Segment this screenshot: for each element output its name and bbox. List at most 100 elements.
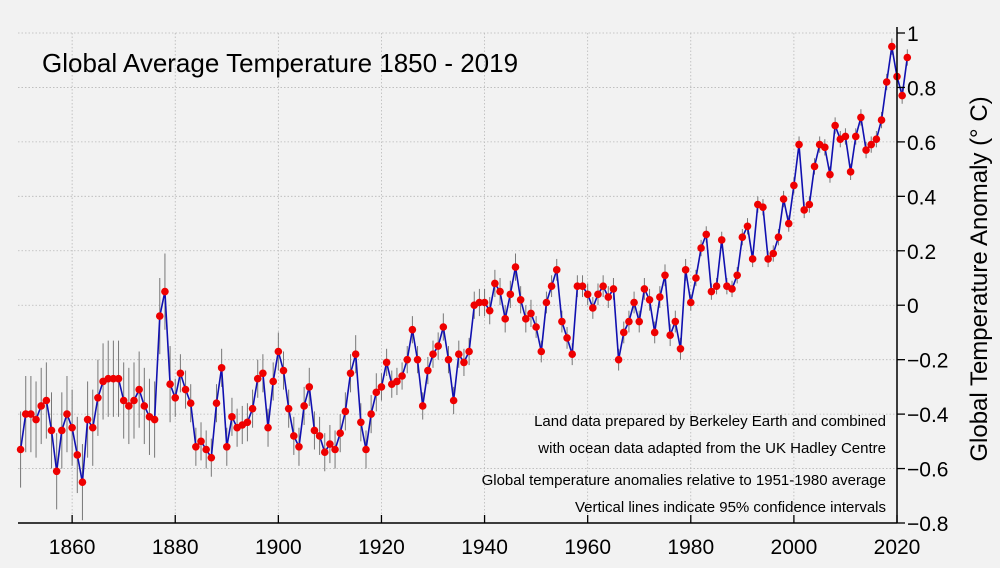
data-point: [537, 347, 546, 356]
data-point: [47, 426, 56, 435]
data-point: [506, 290, 515, 299]
data-point: [357, 418, 365, 427]
data-point: [439, 323, 448, 331]
data-point: [558, 317, 566, 326]
data-point: [712, 282, 721, 290]
data-point: [542, 298, 551, 307]
annotation-line-1: Land data prepared by Berkeley Earth and…: [534, 413, 886, 430]
data-point: [769, 249, 778, 258]
data-point: [372, 388, 381, 397]
data-point: [661, 271, 669, 280]
data-point: [599, 282, 607, 290]
y-tick-label: −0.6: [907, 459, 948, 482]
data-point: [27, 410, 35, 418]
data-point: [686, 298, 695, 307]
data-point: [485, 306, 494, 315]
data-point: [58, 426, 66, 435]
data-point: [393, 377, 401, 386]
data-point: [94, 393, 102, 402]
data-point: [78, 478, 87, 486]
data-point: [83, 415, 92, 424]
data-point: [877, 116, 886, 124]
data-point: [857, 113, 865, 122]
data-point: [161, 287, 169, 296]
data-point: [52, 467, 61, 476]
data-point: [764, 255, 772, 263]
data-point: [748, 255, 757, 263]
data-point: [779, 195, 788, 203]
y-tick-label: 0.8: [907, 77, 936, 100]
data-point: [614, 355, 623, 364]
data-point: [522, 315, 530, 323]
data-point: [42, 396, 51, 405]
data-point: [460, 358, 468, 367]
data-point: [284, 404, 293, 413]
data-point: [491, 279, 499, 288]
data-point: [733, 271, 741, 280]
data-point: [888, 42, 896, 51]
data-point: [454, 350, 463, 359]
data-point: [336, 429, 345, 437]
x-tick-label: 1940: [461, 536, 508, 559]
annotation-block: Land data prepared by Berkeley Earth and…: [482, 413, 886, 516]
data-point: [650, 328, 659, 337]
data-point: [681, 266, 690, 274]
data-point: [547, 282, 556, 290]
data-point: [68, 423, 76, 432]
data-point: [692, 274, 700, 282]
y-tick-label: −0.4: [907, 404, 949, 427]
data-point: [800, 206, 809, 214]
data-point: [32, 415, 40, 424]
data-point: [320, 448, 329, 457]
data-point: [192, 442, 200, 451]
data-point: [315, 432, 324, 440]
x-axis-ticks: 1860 1880 1900 1920 1940 1960 1980 2000 2020: [49, 515, 920, 559]
data-point: [310, 426, 319, 435]
x-tick-label: 1860: [49, 536, 96, 559]
data-point: [346, 369, 355, 378]
data-point: [217, 364, 226, 372]
data-point: [666, 331, 674, 339]
data-point: [805, 200, 814, 209]
x-tick-label: 1880: [152, 536, 199, 559]
data-point: [228, 413, 236, 421]
data-point: [326, 440, 334, 448]
data-point: [563, 334, 571, 342]
data-point: [259, 369, 267, 378]
y-tick-label: 0.2: [907, 241, 936, 264]
data-point: [795, 140, 803, 149]
data-point: [774, 233, 783, 241]
data-point: [583, 290, 592, 299]
data-point: [212, 399, 221, 408]
y-tick-label: −0.2: [907, 350, 948, 373]
data-point: [676, 344, 685, 353]
data-point: [511, 263, 520, 271]
data-point: [831, 121, 839, 130]
y-tick-label: 0.6: [907, 132, 936, 155]
data-point: [305, 383, 314, 391]
data-point: [527, 309, 535, 318]
y-tick-label: 1: [907, 23, 919, 46]
data-point: [73, 451, 82, 459]
data-point: [841, 132, 850, 141]
data-point: [197, 437, 205, 446]
data-point: [826, 170, 834, 179]
data-point: [790, 181, 798, 190]
data-point: [403, 355, 412, 364]
data-point: [516, 295, 525, 304]
y-axis-ticks: 1 0.8 0.6 0.4 0.2 0 −0.2 −0.4 −0.6 −0.8: [897, 23, 949, 536]
data-point: [114, 374, 123, 383]
data-point: [821, 143, 829, 152]
data-point: [413, 355, 422, 364]
data-point: [362, 445, 370, 454]
data-point: [697, 244, 705, 252]
data-point: [434, 342, 442, 350]
data-point: [424, 366, 432, 375]
data-point: [449, 396, 458, 405]
data-point: [882, 78, 891, 86]
data-point: [501, 315, 509, 323]
data-point: [331, 445, 339, 454]
data-point: [898, 91, 906, 100]
data-point: [377, 383, 386, 391]
data-point: [728, 285, 736, 293]
